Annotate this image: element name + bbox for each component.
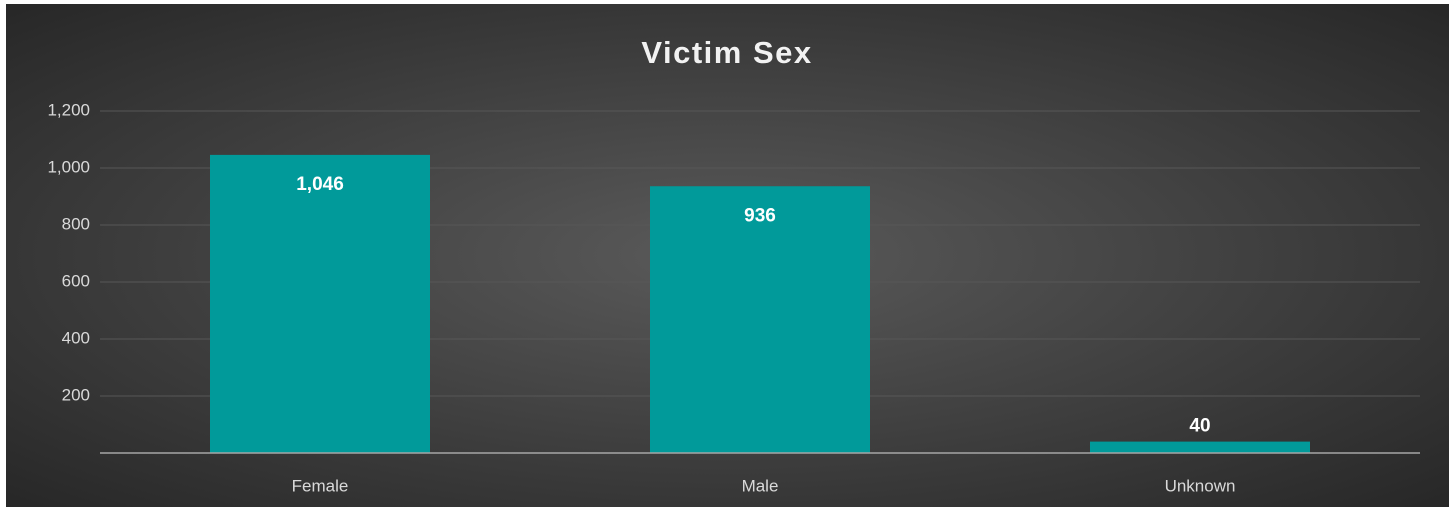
y-tick-label: 400 (62, 328, 90, 347)
y-tick-label: 600 (62, 271, 90, 290)
x-tick-label: Male (742, 476, 779, 495)
bar (210, 154, 430, 453)
y-tick-label: 200 (62, 385, 90, 404)
data-label: 936 (744, 205, 776, 226)
x-tick-label: Unknown (1165, 476, 1236, 495)
chart-title: Victim Sex (641, 35, 812, 70)
y-tick-label: 800 (62, 214, 90, 233)
data-label: 40 (1189, 416, 1210, 437)
x-tick-label: Female (292, 476, 349, 495)
y-tick-label: 1,200 (47, 100, 90, 119)
y-tick-label: 1,000 (47, 157, 90, 176)
data-label: 1,046 (296, 174, 344, 195)
bar (650, 186, 870, 454)
bar (1090, 441, 1310, 453)
